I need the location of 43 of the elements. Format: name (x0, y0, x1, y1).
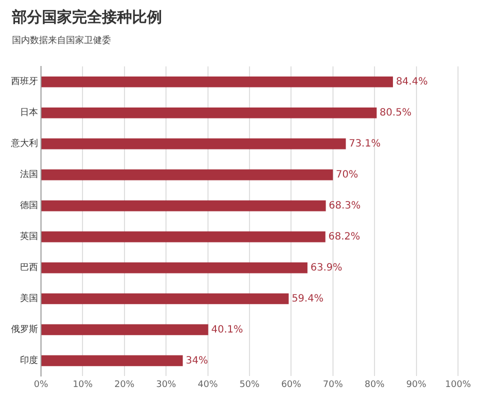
data-label: 73.1% (348, 138, 381, 150)
x-tick-label: 70% (322, 380, 344, 390)
x-tick-label: 80% (364, 380, 386, 390)
x-tick-label: 90% (406, 380, 427, 390)
y-tick-label: 西班牙 (11, 76, 38, 88)
bar (42, 231, 326, 242)
y-tick-label: 美国 (20, 293, 38, 304)
y-tick-label: 俄罗斯 (11, 324, 38, 336)
bar (42, 76, 393, 88)
x-tick-label: 100% (445, 380, 472, 390)
chart-title: 部分国家完全接种比例 (12, 8, 162, 27)
x-tick-label: 0% (34, 380, 49, 390)
y-tick-label: 意大利 (10, 138, 38, 150)
x-tick-label: 60% (281, 380, 302, 390)
data-label: 68.3% (328, 200, 361, 212)
data-label: 59.4% (292, 293, 324, 304)
bar (42, 262, 308, 274)
x-tick-label: 20% (114, 380, 135, 390)
data-label: 70% (336, 169, 358, 180)
bar (42, 169, 333, 180)
bar (42, 293, 289, 304)
data-label: 84.4% (396, 76, 428, 88)
data-label: 40.1% (211, 324, 243, 336)
bar (42, 138, 346, 150)
x-tick-label: 30% (156, 380, 177, 390)
bar (42, 107, 377, 118)
x-tick-label: 10% (72, 380, 94, 390)
data-label: 63.9% (310, 262, 342, 274)
y-tick-label: 英国 (20, 231, 38, 242)
x-tick-label: 40% (198, 380, 218, 390)
y-tick-label: 德国 (20, 200, 38, 212)
bar (42, 355, 183, 366)
y-tick-label: 法国 (20, 169, 38, 180)
bar (42, 200, 326, 212)
y-tick-label: 巴西 (20, 263, 38, 274)
chart-subtitle: 国内数据来自国家卫健委 (12, 34, 111, 47)
data-label: 34% (186, 355, 208, 366)
y-tick-label: 日本 (20, 107, 38, 118)
y-tick-label: 印度 (20, 355, 38, 366)
data-label: 80.5% (380, 107, 412, 118)
x-tick-label: 50% (239, 380, 260, 390)
bar (42, 324, 208, 336)
data-label: 68.2% (328, 231, 360, 242)
